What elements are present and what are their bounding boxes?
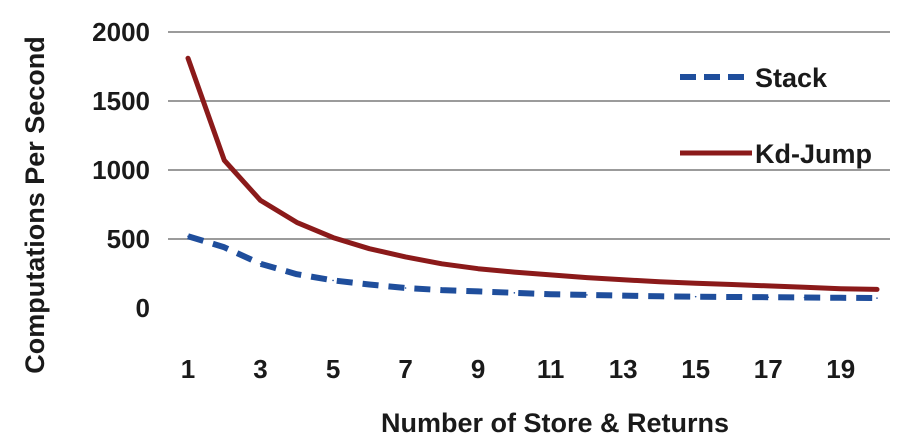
data-point-kd-jump-2 — [223, 159, 226, 162]
data-point-stack-4 — [295, 273, 298, 275]
series-line-stack — [187, 233, 878, 302]
x-tick-label-9: 9 — [471, 354, 485, 384]
data-point-stack-3 — [259, 263, 262, 265]
data-point-kd-jump-4 — [295, 221, 298, 224]
data-point-stack-20 — [876, 297, 878, 299]
data-point-kd-jump-5 — [332, 236, 334, 239]
data-point-stack-19 — [839, 296, 842, 299]
legend-label-kd-jump: Kd-Jump — [755, 139, 872, 169]
y-tick-label-1000: 1000 — [92, 155, 150, 185]
gridlines — [168, 31, 890, 240]
data-point-kd-jump-19 — [839, 287, 842, 290]
data-point-kd-jump-12 — [586, 276, 588, 279]
data-point-stack-8 — [441, 289, 443, 291]
x-tick-label-11: 11 — [537, 354, 565, 384]
y-tick-label-500: 500 — [107, 224, 150, 254]
x-tick-label-13: 13 — [609, 354, 638, 384]
data-point-stack-17 — [767, 296, 770, 299]
legend-label-stack: Stack — [755, 63, 828, 93]
data-point-kd-jump-13 — [622, 278, 624, 281]
data-point-stack-7 — [404, 287, 407, 289]
x-axis-ticks: 1 3 5 7 9 11 13 15 17 19 — [181, 354, 855, 384]
data-point-stack-5 — [332, 279, 334, 282]
series-lines — [185, 55, 880, 302]
data-point-kd-jump-18 — [803, 286, 806, 289]
data-point-stack-16 — [731, 296, 733, 298]
data-point-stack-18 — [803, 296, 806, 299]
y-axis-ticks: 0 500 1000 1500 2000 — [92, 17, 150, 323]
data-point-kd-jump-15 — [694, 282, 697, 284]
data-point-kd-jump-16 — [731, 283, 733, 286]
data-point-stack-6 — [368, 283, 371, 286]
data-point-stack-15 — [694, 295, 697, 298]
x-axis-title: Number of Store & Returns — [381, 408, 729, 438]
data-point-stack-10 — [513, 292, 516, 294]
x-tick-label-5: 5 — [326, 354, 340, 384]
x-tick-label-3: 3 — [253, 354, 267, 384]
data-point-kd-jump-10 — [513, 271, 516, 273]
data-point-kd-jump-11 — [549, 274, 552, 276]
x-tick-label-17: 17 — [754, 354, 783, 384]
data-point-stack-2 — [223, 246, 226, 249]
data-point-kd-jump-9 — [477, 267, 479, 270]
data-point-stack-1 — [187, 235, 189, 238]
data-point-stack-13 — [622, 294, 624, 297]
x-tick-label-7: 7 — [398, 354, 412, 384]
x-tick-label-15: 15 — [681, 354, 710, 384]
y-tick-label-1500: 1500 — [92, 86, 150, 116]
data-point-kd-jump-8 — [441, 263, 443, 265]
data-point-stack-11 — [549, 293, 552, 296]
series-line-kd-jump — [185, 55, 880, 292]
data-point-kd-jump-7 — [404, 256, 407, 258]
data-point-kd-jump-3 — [259, 199, 262, 202]
data-point-stack-14 — [658, 295, 661, 298]
data-point-kd-jump-20 — [876, 288, 878, 291]
x-tick-label-1: 1 — [181, 354, 195, 384]
y-tick-label-0: 0 — [136, 293, 150, 323]
data-point-kd-jump-17 — [767, 285, 770, 287]
data-point-stack-12 — [586, 294, 588, 296]
data-point-stack-9 — [477, 290, 479, 293]
data-point-kd-jump-14 — [658, 280, 661, 283]
y-tick-label-2000: 2000 — [92, 17, 150, 47]
legend: Stack Kd-Jump — [680, 63, 872, 169]
data-point-kd-jump-1 — [187, 57, 189, 60]
x-tick-label-19: 19 — [826, 354, 855, 384]
y-axis-title: Computations Per Second — [20, 36, 50, 374]
data-point-kd-jump-6 — [368, 247, 371, 250]
